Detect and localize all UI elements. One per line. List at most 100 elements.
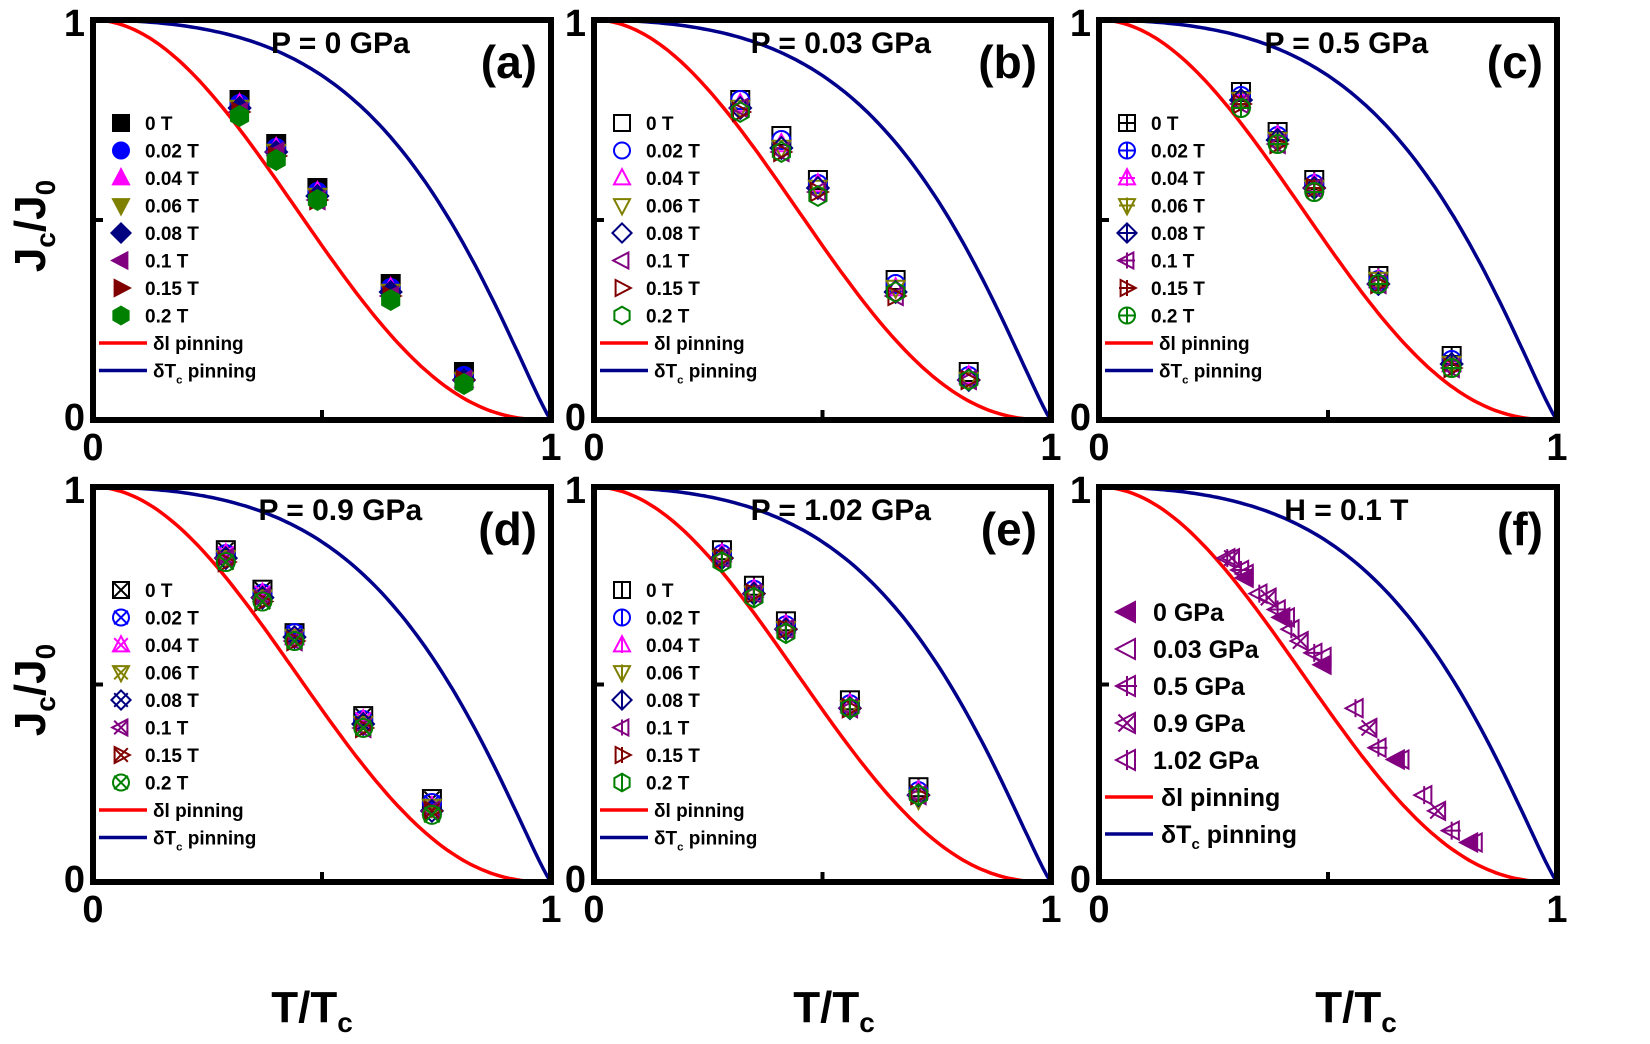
x-axis-label-right: T/Tc bbox=[1315, 983, 1397, 1038]
legend-marker-e-6 bbox=[614, 745, 633, 765]
legend-marker-a-0 bbox=[112, 114, 130, 132]
legend-marker-f-1 bbox=[1113, 637, 1136, 661]
legend-marker-c-7 bbox=[1118, 306, 1136, 325]
legend-marker-a-2 bbox=[111, 167, 131, 186]
legend-label-e-1: 0.02 T bbox=[646, 609, 700, 630]
curve-dtc-f bbox=[1099, 485, 1559, 883]
x-axis-label-middle: T/Tc bbox=[793, 983, 875, 1038]
legend-marker-d-7 bbox=[112, 773, 130, 792]
point-e-s7-1 bbox=[744, 586, 764, 609]
legend-label-c-6: 0.15 T bbox=[1151, 279, 1205, 300]
legend-marker-a-4 bbox=[109, 221, 133, 245]
legend-line-label-f-0: δl pinning bbox=[1161, 784, 1280, 812]
legend-label-b-3: 0.06 T bbox=[646, 197, 700, 218]
legend-marker-b-5 bbox=[611, 250, 630, 271]
legend-marker-d-5 bbox=[110, 717, 129, 738]
legend-label-b-4: 0.08 T bbox=[646, 224, 700, 245]
legend-label-d-2: 0.04 T bbox=[145, 636, 199, 657]
legend-marker-b-4 bbox=[610, 221, 634, 245]
legend-marker-d-6 bbox=[113, 745, 132, 765]
y-axis-label-top: Jc/J0 bbox=[6, 180, 61, 272]
legend-line-label-d-1: δTc pinning bbox=[153, 829, 256, 854]
curve-dl-e bbox=[593, 485, 1051, 884]
panel-label-d: (d) bbox=[478, 503, 537, 555]
legend-label-d-7: 0.2 T bbox=[145, 774, 189, 795]
legend-label-d-3: 0.06 T bbox=[145, 664, 199, 685]
legend-label-c-7: 0.2 T bbox=[1151, 307, 1195, 328]
point-a-s7-2 bbox=[307, 188, 327, 212]
panel-header-b: P = 0.03 GPa bbox=[751, 27, 932, 60]
y-axis-label-bottom: Jc/J0 bbox=[6, 644, 61, 736]
legend-c: 0 T 0.02 T 0.04 T 0.06 T 0.08 T 0.1 T 0.15 T 0.… bbox=[1105, 114, 1262, 387]
x-tick-label-right-c: 1 bbox=[1546, 427, 1567, 469]
curve-dtc-c bbox=[1099, 18, 1559, 421]
curve-dl-f bbox=[1098, 485, 1557, 884]
point-f-s3-4 bbox=[1425, 800, 1447, 822]
point-b-s7-0 bbox=[730, 100, 750, 124]
legend-label-f-3: 0.9 GPa bbox=[1153, 710, 1246, 738]
x-tick-label-left-f: 0 bbox=[1088, 889, 1109, 931]
panel-c: 100 1P = 0.5 GPa (c)0 T0.02 T0.04 T0.06 T0… bbox=[1070, 3, 1568, 469]
legend-marker-a-7 bbox=[112, 305, 130, 326]
curve-dl-a bbox=[92, 18, 551, 422]
legend-label-a-4: 0.08 T bbox=[145, 224, 199, 245]
point-d-s7-4 bbox=[421, 804, 442, 825]
legend-label-e-4: 0.08 T bbox=[646, 691, 700, 712]
panel-header-c: P = 0.5 GPa bbox=[1264, 27, 1428, 60]
legend-line-label-a-1: δTc pinning bbox=[153, 362, 256, 387]
point-d-s7-3 bbox=[353, 717, 374, 738]
y-tick-label-top-a: 1 bbox=[64, 3, 85, 45]
legend-a: 0 T 0.02 T 0.04 T 0.06 T 0.08 T 0.1 T 0.15 T 0.… bbox=[99, 114, 256, 387]
legend-label-f-1: 0.03 GPa bbox=[1153, 636, 1260, 664]
legend-marker-c-5 bbox=[1116, 250, 1135, 271]
legend-line-label-e-0: δl pinning bbox=[654, 801, 745, 822]
point-b-s6-1 bbox=[773, 141, 794, 163]
legend-marker-d-1 bbox=[112, 608, 130, 627]
y-tick-label-top-b: 1 bbox=[565, 3, 586, 45]
point-e-s7-2 bbox=[776, 622, 796, 645]
legend-label-a-6: 0.15 T bbox=[145, 279, 199, 300]
point-c-s7-0 bbox=[1230, 98, 1251, 118]
point-b-s7-2 bbox=[808, 184, 828, 208]
panel-header-e: P = 1.02 GPa bbox=[751, 494, 932, 527]
legend-marker-d-2 bbox=[111, 634, 131, 653]
legend-marker-e-4 bbox=[610, 688, 634, 712]
legend-marker-b-2 bbox=[612, 167, 632, 186]
legend-label-c-0: 0 T bbox=[1151, 114, 1179, 135]
legend-marker-a-1 bbox=[112, 141, 130, 160]
curve-dl-b bbox=[593, 18, 1051, 422]
point-f-s2-4 bbox=[1439, 819, 1461, 842]
legend-marker-c-0 bbox=[1118, 114, 1136, 132]
legend-line-label-c-1: δTc pinning bbox=[1159, 362, 1262, 387]
legend-label-a-1: 0.02 T bbox=[145, 142, 199, 163]
legend-label-e-5: 0.1 T bbox=[646, 719, 690, 740]
x-tick-label-left-e: 0 bbox=[583, 889, 604, 931]
legend-label-b-0: 0 T bbox=[646, 114, 674, 135]
curve-dtc-e bbox=[594, 485, 1053, 883]
legend-marker-c-3 bbox=[1117, 197, 1137, 217]
legend-label-e-6: 0.15 T bbox=[646, 746, 700, 767]
legend-marker-d-3 bbox=[111, 664, 131, 684]
legend-label-e-3: 0.06 T bbox=[646, 664, 700, 685]
legend-line-label-c-0: δl pinning bbox=[1159, 334, 1250, 355]
legend-label-b-5: 0.1 T bbox=[646, 252, 690, 273]
legend-label-d-5: 0.1 T bbox=[145, 719, 189, 740]
y-tick-label-bottom-e: 0 bbox=[565, 859, 586, 901]
legend-marker-c-1 bbox=[1118, 141, 1136, 160]
legend-marker-b-6 bbox=[614, 278, 633, 298]
x-tick-label-right-f: 1 bbox=[1546, 889, 1567, 931]
point-a-s7-1 bbox=[266, 148, 286, 172]
legend-line-label-b-1: δTc pinning bbox=[654, 362, 757, 387]
legend-marker-a-3 bbox=[111, 198, 131, 217]
point-b-s5-1 bbox=[769, 141, 790, 163]
point-f-s4-0 bbox=[1215, 547, 1236, 569]
point-c-s7-2 bbox=[1304, 182, 1325, 202]
y-tick-label-bottom-f: 0 bbox=[1070, 859, 1091, 901]
curve-dl-c bbox=[1098, 18, 1557, 422]
legend-marker-f-2 bbox=[1113, 674, 1137, 698]
legend-marker-e-1 bbox=[613, 608, 631, 627]
legend-marker-e-0 bbox=[613, 581, 631, 599]
point-a-s7-3 bbox=[381, 288, 401, 312]
panel-f: 1 00 1 H = 0.1 T (f) 0 GPa 0.03 GPa 0.5 GPa 0.9 … bbox=[1070, 470, 1568, 931]
